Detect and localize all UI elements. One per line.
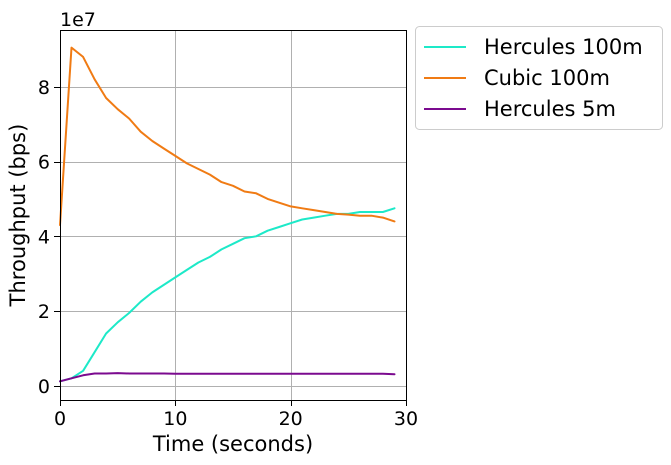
axis-ticks: 0 10 20 30 0 2 4 6 8 [38, 77, 418, 430]
legend-frame [415, 26, 663, 130]
y-tick-label: 4 [38, 226, 50, 248]
legend-label-hercules-5m: Hercules 5m [484, 97, 616, 121]
series-line-cubic-100m [59, 46, 396, 227]
y-tick-label: 8 [38, 77, 50, 99]
legend-label-hercules-100m: Hercules 100m [484, 35, 643, 59]
legend-label-cubic-100m: Cubic 100m [484, 66, 610, 90]
y-offset-label: 1e7 [60, 9, 96, 31]
legend: Hercules 100m Cubic 100m Hercules 5m [415, 26, 663, 130]
y-tick-label: 6 [38, 152, 50, 174]
series-lines [59, 46, 396, 383]
y-tick-label: 2 [38, 301, 50, 323]
series-line-hercules-5m [59, 372, 396, 383]
x-tick-label: 20 [279, 408, 303, 430]
y-axis-title: Throughput (bps) [6, 124, 30, 308]
y-tick-label: 0 [38, 376, 50, 398]
plot-frame [60, 30, 407, 401]
series-line-hercules-100m [59, 207, 396, 383]
x-tick-label: 10 [163, 408, 187, 430]
x-tick-label: 0 [54, 408, 66, 430]
x-tick-label: 30 [394, 408, 418, 430]
x-axis-title: Time (seconds) [152, 432, 313, 456]
